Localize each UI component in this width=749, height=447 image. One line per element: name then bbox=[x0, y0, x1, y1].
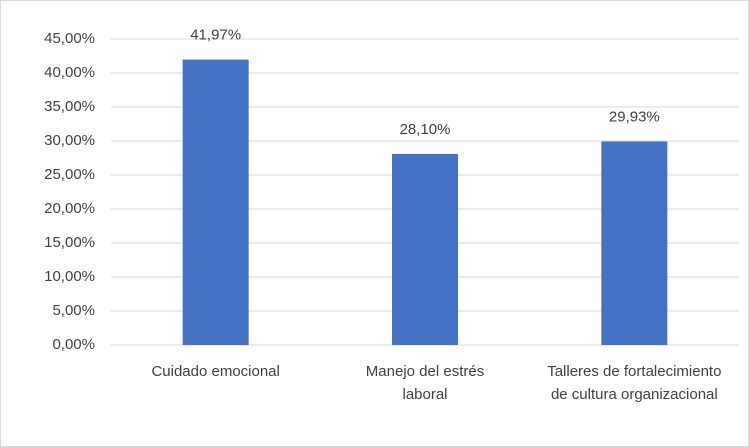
x-tick-label: Talleres de fortalecimiento de cultura o… bbox=[547, 363, 722, 403]
value-label: 28,10% bbox=[400, 121, 451, 138]
y-tick-label: 5,00% bbox=[52, 302, 95, 319]
value-label: 29,93% bbox=[609, 108, 660, 125]
y-tick-label: 30,00% bbox=[44, 132, 95, 149]
y-tick-label: 45,00% bbox=[44, 30, 95, 47]
bar bbox=[392, 153, 458, 345]
y-tick-label: 25,00% bbox=[44, 166, 95, 183]
y-tick-label: 35,00% bbox=[44, 98, 95, 115]
bar bbox=[182, 59, 249, 345]
y-tick-label: 20,00% bbox=[44, 200, 95, 217]
y-tick-label: 40,00% bbox=[44, 64, 95, 81]
y-tick-label: 10,00% bbox=[44, 268, 95, 285]
y-tick-label: 15,00% bbox=[44, 234, 95, 251]
x-tick-label: Cuidado emocional bbox=[151, 363, 280, 380]
bar bbox=[601, 141, 668, 345]
value-label: 41,97% bbox=[190, 27, 241, 44]
x-tick-label: Manejo del estrés laboral bbox=[365, 363, 485, 403]
y-tick-label: 0,00% bbox=[52, 336, 95, 353]
